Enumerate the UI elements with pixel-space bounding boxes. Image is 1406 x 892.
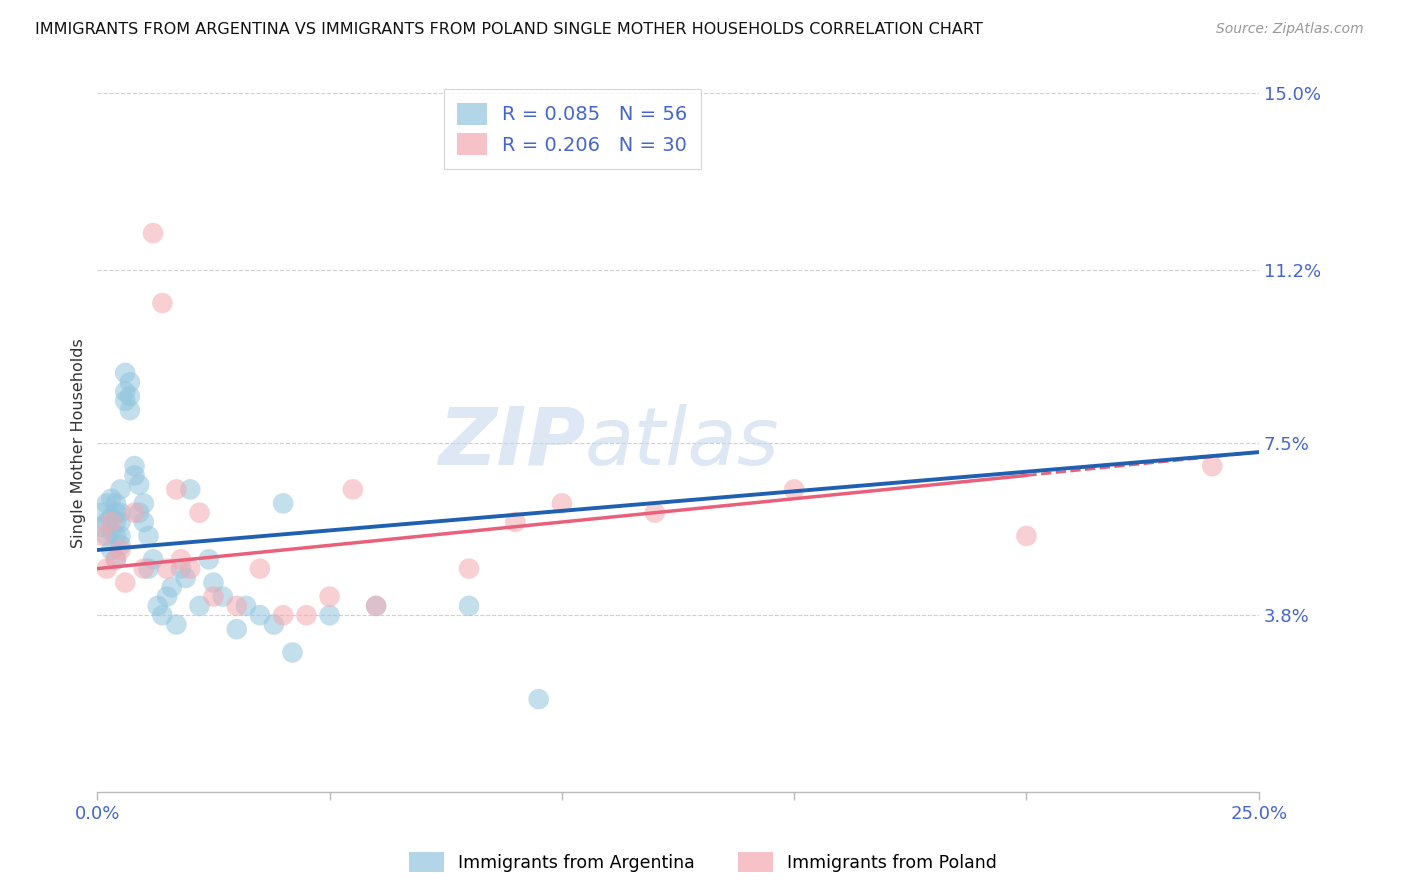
Point	[188, 599, 211, 613]
Point	[132, 515, 155, 529]
Point	[110, 538, 132, 552]
Point	[783, 483, 806, 497]
Point	[128, 477, 150, 491]
Point	[146, 599, 169, 613]
Point	[174, 571, 197, 585]
Point	[188, 506, 211, 520]
Point	[132, 496, 155, 510]
Point	[114, 393, 136, 408]
Point	[104, 515, 127, 529]
Point	[271, 608, 294, 623]
Point	[281, 646, 304, 660]
Point	[150, 608, 173, 623]
Text: Source: ZipAtlas.com: Source: ZipAtlas.com	[1216, 22, 1364, 37]
Point	[165, 617, 187, 632]
Point	[295, 608, 318, 623]
Point	[104, 552, 127, 566]
Legend: Immigrants from Argentina, Immigrants from Poland: Immigrants from Argentina, Immigrants fr…	[402, 845, 1004, 879]
Point	[271, 496, 294, 510]
Point	[179, 483, 201, 497]
Point	[104, 496, 127, 510]
Point	[91, 529, 114, 543]
Point	[96, 496, 118, 510]
Point	[458, 599, 481, 613]
Point	[110, 543, 132, 558]
Point	[118, 389, 141, 403]
Point	[132, 561, 155, 575]
Point	[104, 506, 127, 520]
Y-axis label: Single Mother Households: Single Mother Households	[72, 338, 86, 548]
Point	[505, 515, 527, 529]
Point	[644, 506, 666, 520]
Point	[170, 561, 193, 575]
Point	[100, 524, 122, 539]
Point	[249, 561, 271, 575]
Point	[225, 599, 247, 613]
Point	[104, 552, 127, 566]
Point	[527, 692, 550, 706]
Point	[124, 468, 146, 483]
Point	[110, 529, 132, 543]
Point	[160, 580, 183, 594]
Point	[100, 515, 122, 529]
Point	[114, 384, 136, 399]
Point	[110, 506, 132, 520]
Point	[96, 515, 118, 529]
Point	[96, 561, 118, 575]
Point	[110, 483, 132, 497]
Point	[170, 552, 193, 566]
Point	[138, 561, 160, 575]
Point	[202, 575, 225, 590]
Text: ZIP: ZIP	[437, 404, 585, 482]
Point	[100, 491, 122, 506]
Point	[249, 608, 271, 623]
Point	[142, 226, 165, 240]
Point	[128, 506, 150, 520]
Text: atlas: atlas	[585, 404, 780, 482]
Point	[364, 599, 387, 613]
Point	[342, 483, 364, 497]
Point	[156, 561, 179, 575]
Point	[198, 552, 221, 566]
Point	[110, 515, 132, 529]
Point	[124, 506, 146, 520]
Point	[114, 366, 136, 380]
Point	[235, 599, 257, 613]
Point	[91, 519, 114, 533]
Point	[96, 529, 118, 543]
Point	[142, 552, 165, 566]
Point	[1201, 459, 1223, 474]
Point	[138, 529, 160, 543]
Point	[165, 483, 187, 497]
Point	[114, 575, 136, 590]
Point	[225, 622, 247, 636]
Text: IMMIGRANTS FROM ARGENTINA VS IMMIGRANTS FROM POLAND SINGLE MOTHER HOUSEHOLDS COR: IMMIGRANTS FROM ARGENTINA VS IMMIGRANTS …	[35, 22, 983, 37]
Point	[104, 529, 127, 543]
Legend: R = 0.085   N = 56, R = 0.206   N = 30: R = 0.085 N = 56, R = 0.206 N = 30	[444, 89, 702, 169]
Point	[150, 296, 173, 310]
Point	[100, 510, 122, 524]
Point	[100, 543, 122, 558]
Point	[1015, 529, 1038, 543]
Point	[458, 561, 481, 575]
Point	[211, 590, 233, 604]
Point	[318, 590, 340, 604]
Point	[118, 376, 141, 390]
Point	[202, 590, 225, 604]
Point	[156, 590, 179, 604]
Point	[364, 599, 387, 613]
Point	[91, 506, 114, 520]
Point	[118, 403, 141, 417]
Point	[318, 608, 340, 623]
Point	[263, 617, 285, 632]
Point	[179, 561, 201, 575]
Point	[551, 496, 574, 510]
Point	[124, 459, 146, 474]
